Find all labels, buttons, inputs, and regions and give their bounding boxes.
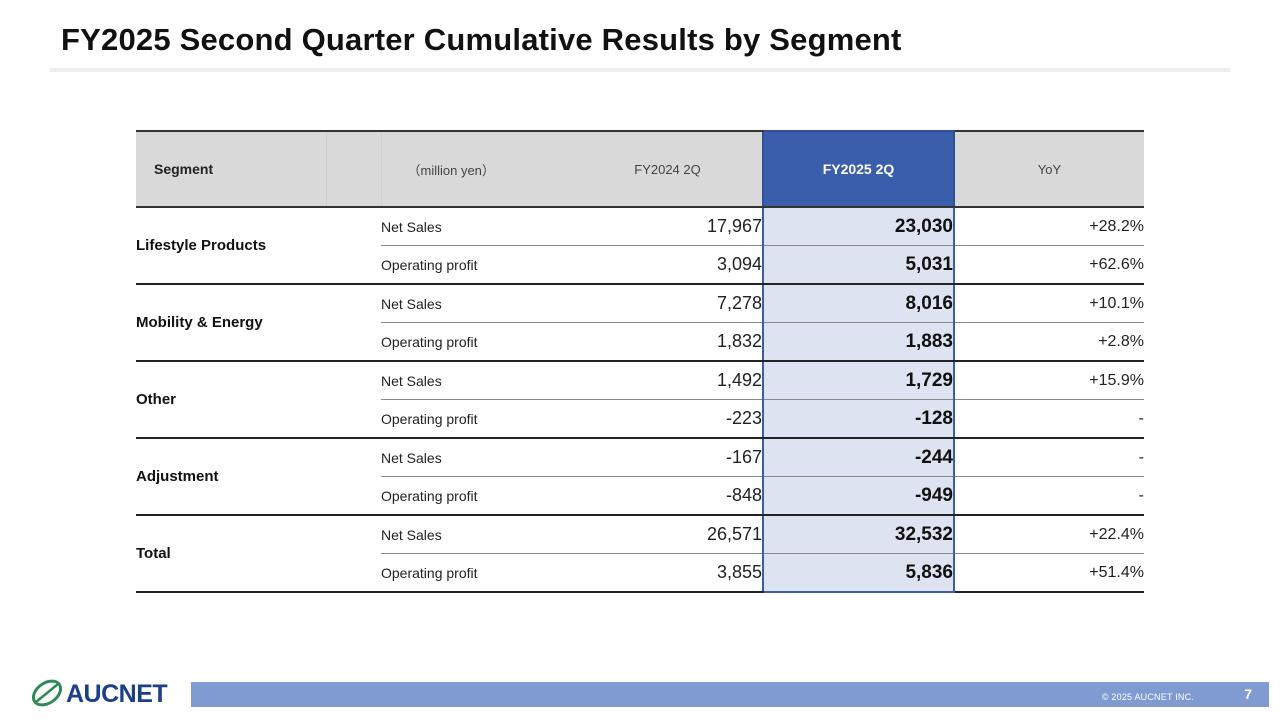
copyright: © 2025 AUCNET INC. [1101,692,1194,702]
fy2025-value: 23,030 [762,207,955,246]
header-fy2025: FY2025 2Q [762,130,955,208]
metric-label: Net Sales [381,515,573,554]
yoy-value: +15.9% [954,361,1144,400]
table-row: Operating profit 1,832 1,883 +2.8% [136,322,1144,362]
fy2024-value: 1,492 [573,361,763,400]
table-row: Total Net Sales 26,571 32,532 +22.4% [136,515,1144,593]
metric-label: Operating profit [381,553,573,593]
fy2025-value: -949 [762,476,955,516]
page-number: 7 [1244,686,1252,702]
header-segment: Segment [136,130,327,208]
fy2025-value: 32,532 [762,515,955,554]
table-row: Adjustment Net Sales -167 -244 - [136,438,1144,516]
yoy-value: - [954,399,1144,439]
footer-bar [191,682,1269,707]
yoy-value: +10.1% [954,284,1144,323]
table-row: Operating profit 3,094 5,031 +62.6% [136,245,1144,285]
header-yoy: YoY [954,130,1144,208]
yoy-value: +28.2% [954,207,1144,246]
fy2024-value: -167 [573,438,763,477]
yoy-value: +22.4% [954,515,1144,554]
logo-text: AUCNET [66,680,168,708]
segment-name: Lifestyle Products [136,207,381,285]
fy2024-value: 3,094 [573,245,763,285]
header-fy2024: FY2024 2Q [573,130,763,208]
segment-name: Mobility & Energy [136,284,381,362]
header-unit: （million yen） [381,130,573,208]
fy2025-value: 8,016 [762,284,955,323]
fy2024-value: 26,571 [573,515,763,554]
segment-name: Total [136,515,381,593]
table-row: Operating profit -223 -128 - [136,399,1144,439]
leaf-icon [31,679,63,707]
fy2024-value: 3,855 [573,553,763,593]
fy2024-value: -848 [573,476,763,516]
metric-label: Net Sales [381,361,573,400]
metric-label: Net Sales [381,438,573,477]
fy2025-value: 5,031 [762,245,955,285]
fy2025-value: 1,883 [762,322,955,362]
table-row: Lifestyle Products Net Sales 17,967 23,0… [136,207,1144,285]
segment-name: Other [136,361,381,439]
fy2025-value: 5,836 [762,553,955,593]
yoy-value: +2.8% [954,322,1144,362]
table-header-row: Segment （million yen） FY2024 2Q FY2025 2… [136,130,1144,208]
metric-label: Operating profit [381,399,573,439]
yoy-value: - [954,438,1144,477]
table-row: Operating profit 3,855 5,836 +51.4% [136,553,1144,593]
table-row: Other Net Sales 1,492 1,729 +15.9% [136,361,1144,439]
page-title: FY2025 Second Quarter Cumulative Results… [61,22,902,57]
fy2024-value: 7,278 [573,284,763,323]
metric-label: Net Sales [381,207,573,246]
fy2024-value: 17,967 [573,207,763,246]
fy2024-value: 1,832 [573,322,763,362]
yoy-value: - [954,476,1144,516]
yoy-value: +62.6% [954,245,1144,285]
fy2024-value: -223 [573,399,763,439]
segment-name: Adjustment [136,438,381,516]
yoy-value: +51.4% [954,553,1144,593]
metric-label: Operating profit [381,322,573,362]
fy2025-value: 1,729 [762,361,955,400]
metric-label: Operating profit [381,476,573,516]
table-row: Operating profit -848 -949 - [136,476,1144,516]
fy2025-value: -128 [762,399,955,439]
table-row: Mobility & Energy Net Sales 7,278 8,016 … [136,284,1144,362]
fy2025-value: -244 [762,438,955,477]
segment-results-table: Segment （million yen） FY2024 2Q FY2025 2… [136,130,1144,593]
metric-label: Operating profit [381,245,573,285]
aucnet-logo: AUCNET [30,678,180,710]
metric-label: Net Sales [381,284,573,323]
title-divider [50,68,1230,72]
header-spacer [326,130,382,208]
